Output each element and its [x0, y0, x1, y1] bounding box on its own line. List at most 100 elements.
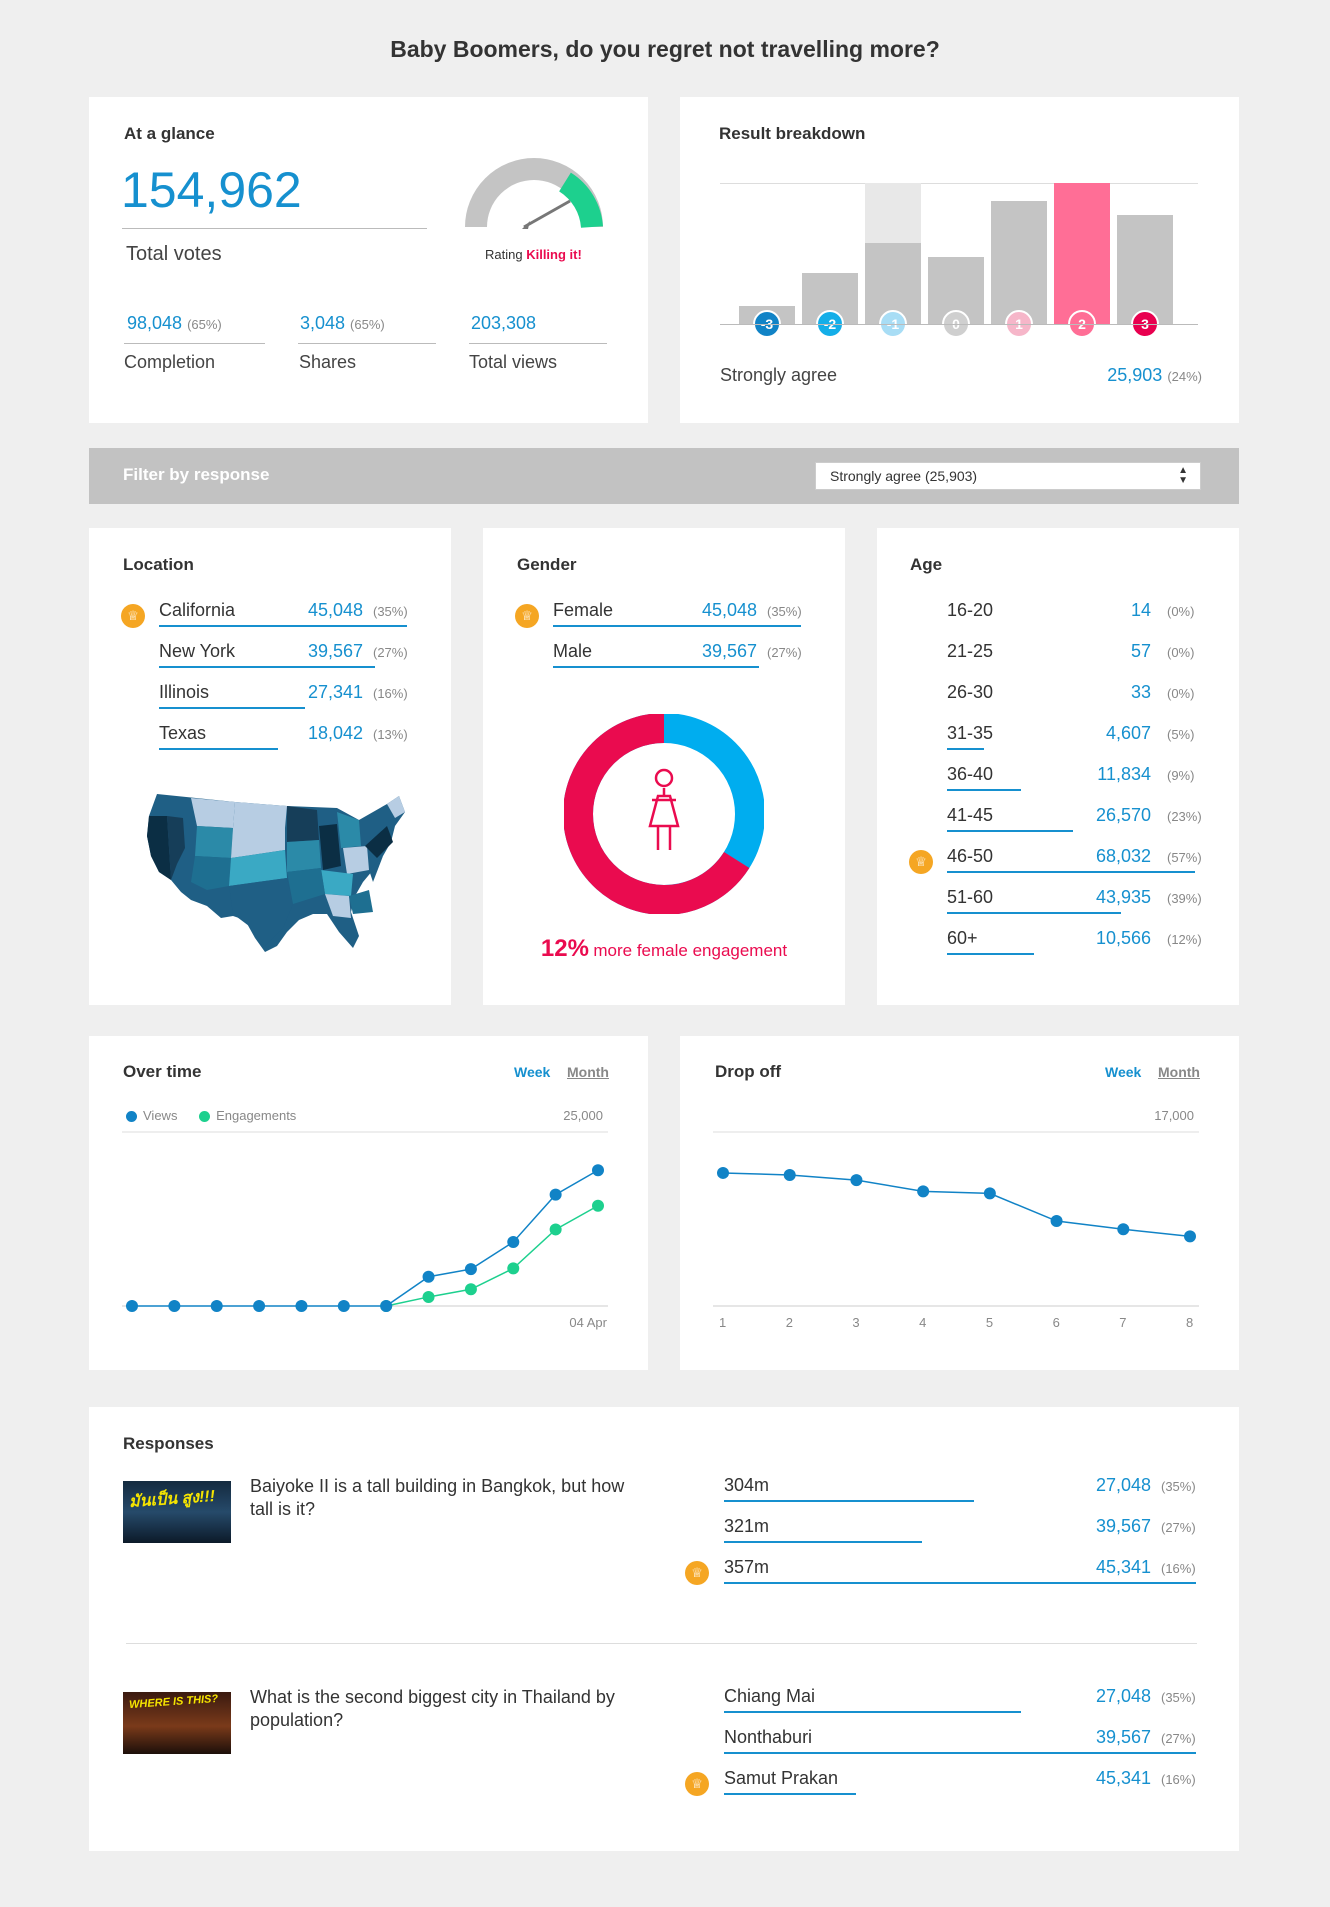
- card-title: Age: [910, 555, 943, 574]
- age.rows-row-value: 26,570: [1095, 805, 1151, 825]
- tab-week[interactable]: Week: [514, 1064, 551, 1080]
- answer-label: 321m: [724, 1516, 770, 1536]
- breakdown-bar[interactable]: [1054, 183, 1110, 324]
- answer-pct: (35%): [1161, 1479, 1196, 1494]
- breakdown-bar[interactable]: [1117, 215, 1173, 324]
- age.rows-row-pct: (5%): [1167, 727, 1195, 742]
- x-axis-label: 04 Apr: [569, 1315, 607, 1330]
- dropoff-series-point: [783, 1168, 796, 1181]
- dropoff-series-point: [717, 1166, 729, 1179]
- filter-label: Filter by response: [123, 465, 270, 484]
- views-series-point: [210, 1300, 223, 1312]
- gender.rows-row-value: 39,567: [701, 641, 757, 661]
- engagements-series-point: [464, 1283, 477, 1296]
- engagements-series-point: [592, 1199, 604, 1212]
- answer-bar: [724, 1541, 922, 1543]
- breakdown-chart[interactable]: -3-2-10123: [680, 97, 1239, 347]
- gender.rows-row-pct: (35%): [767, 604, 802, 619]
- location.rows-row-bar: [159, 666, 375, 668]
- answer-bar: [724, 1793, 856, 1795]
- breakdown-bar[interactable]: [991, 200, 1047, 324]
- answer-pct: (27%): [1161, 1520, 1196, 1535]
- age.rows-row-pct: (0%): [1167, 604, 1195, 619]
- location.rows-row-pct: (27%): [373, 645, 408, 660]
- question-thumbnail: WHERE IS THIS?: [123, 1692, 231, 1754]
- response-filter-select[interactable]: Strongly agree (25,903) ▲ ▼: [815, 462, 1201, 490]
- age.rows-row-label: 26-30: [947, 682, 994, 702]
- answer-value: 27,048: [1095, 1686, 1151, 1706]
- rating-label: Rating: [485, 247, 523, 262]
- shares-stat: 3,048 (65%): [300, 313, 385, 334]
- tab-week[interactable]: Week: [1105, 1064, 1142, 1080]
- thumbnail-caption: มันเป็น สูง!!!: [128, 1488, 216, 1511]
- x-tick-label: 6: [1052, 1315, 1060, 1330]
- x-tick-label: 7: [1119, 1315, 1127, 1330]
- gender.rows-row-value: 45,048: [701, 600, 757, 620]
- age.rows-row-value: 33: [1130, 682, 1151, 702]
- age.rows-row-pct: (57%): [1167, 850, 1202, 865]
- engagement-text: more female engagement: [593, 941, 788, 960]
- gender.rows-row-bar: [553, 666, 759, 668]
- answer-pct: (16%): [1161, 1561, 1196, 1576]
- divider: [122, 228, 427, 229]
- views-series-point: [549, 1188, 562, 1201]
- age.rows-row-bar: [947, 953, 1034, 955]
- rating-value: Killing it!: [526, 247, 582, 262]
- tab-month[interactable]: Month: [1158, 1064, 1200, 1080]
- dropoff-series-point: [1184, 1230, 1196, 1243]
- age.rows-row-label: 51-60: [947, 887, 994, 907]
- views-series-point: [126, 1300, 138, 1312]
- age.rows-row-value: 10,566: [1095, 928, 1151, 948]
- age.rows-row-value: 68,032: [1095, 846, 1151, 866]
- answer-pct: (35%): [1161, 1690, 1196, 1705]
- question-text: Baiyoke II is a tall building in Bangkok…: [250, 1476, 625, 1519]
- tab-month[interactable]: Month: [567, 1064, 609, 1080]
- filter-selected-value: Strongly agree (25,903): [830, 468, 978, 484]
- age.rows-row-label: 41-45: [947, 805, 994, 825]
- card-title: Location: [123, 555, 194, 574]
- location.rows-row-label: New York: [159, 641, 236, 661]
- age.rows-row-pct: (23%): [1167, 809, 1202, 824]
- location.rows-row-value: 27,341: [307, 682, 363, 702]
- engagements-series-point: [422, 1290, 435, 1303]
- answer-value: 45,341: [1095, 1557, 1151, 1577]
- selected-response-label: Strongly agree: [720, 365, 838, 385]
- card-title: Over time: [123, 1062, 202, 1081]
- location-card: Location ♕ California 45,048 (35%) New York 3…: [89, 528, 451, 1005]
- drop-off-chart: [713, 1131, 1199, 1307]
- engagement-pct: 12%: [540, 935, 589, 962]
- answer-label: Nonthaburi: [724, 1727, 813, 1747]
- location.rows-row-bar: [159, 625, 407, 627]
- rating-text: Rating Killing it!: [485, 247, 582, 262]
- age.rows-row-label: 16-20: [947, 600, 994, 620]
- filter-bar: Filter by response Strongly agree (25,90…: [89, 448, 1239, 504]
- age.rows-row-label: 36-40: [947, 764, 994, 784]
- top-crown-icon: ♕: [685, 1561, 709, 1585]
- x-tick-label: 3: [852, 1315, 860, 1330]
- views-series-point: [337, 1300, 350, 1312]
- divider: [124, 343, 265, 344]
- answer-bar: [724, 1582, 1196, 1584]
- answer-label: Samut Prakan: [724, 1768, 839, 1788]
- chart-legend: Views Engagements: [126, 1108, 296, 1123]
- answer-pct: (16%): [1161, 1772, 1196, 1787]
- location.rows-row-bar: [159, 748, 278, 750]
- dropoff-series-line: [722, 1172, 1191, 1238]
- age.rows-row-value: 4,607: [1105, 723, 1151, 743]
- at-a-glance-card: At a glance 154,962 Total votes Rating K…: [89, 97, 648, 423]
- dropoff-series-point: [983, 1187, 996, 1200]
- y-max-label: 25,000: [563, 1108, 603, 1123]
- x-tick-label: 1: [719, 1315, 727, 1330]
- x-tick-label: 4: [919, 1315, 927, 1330]
- x-tick-label: 5: [985, 1315, 994, 1330]
- location.rows-row-label: Texas: [159, 723, 207, 743]
- shares-label: Shares: [299, 352, 357, 372]
- age.rows-row-label: 31-35: [947, 723, 994, 743]
- age.rows-row-bar: [947, 789, 1021, 791]
- dropoff-series-point: [850, 1174, 863, 1187]
- completion-value: 98,048: [127, 313, 183, 333]
- dropoff-series-point: [1117, 1223, 1130, 1236]
- selected-response-value: 25,903: [1107, 365, 1163, 385]
- total-votes-label: Total votes: [126, 243, 222, 265]
- answer-value: 39,567: [1095, 1727, 1151, 1747]
